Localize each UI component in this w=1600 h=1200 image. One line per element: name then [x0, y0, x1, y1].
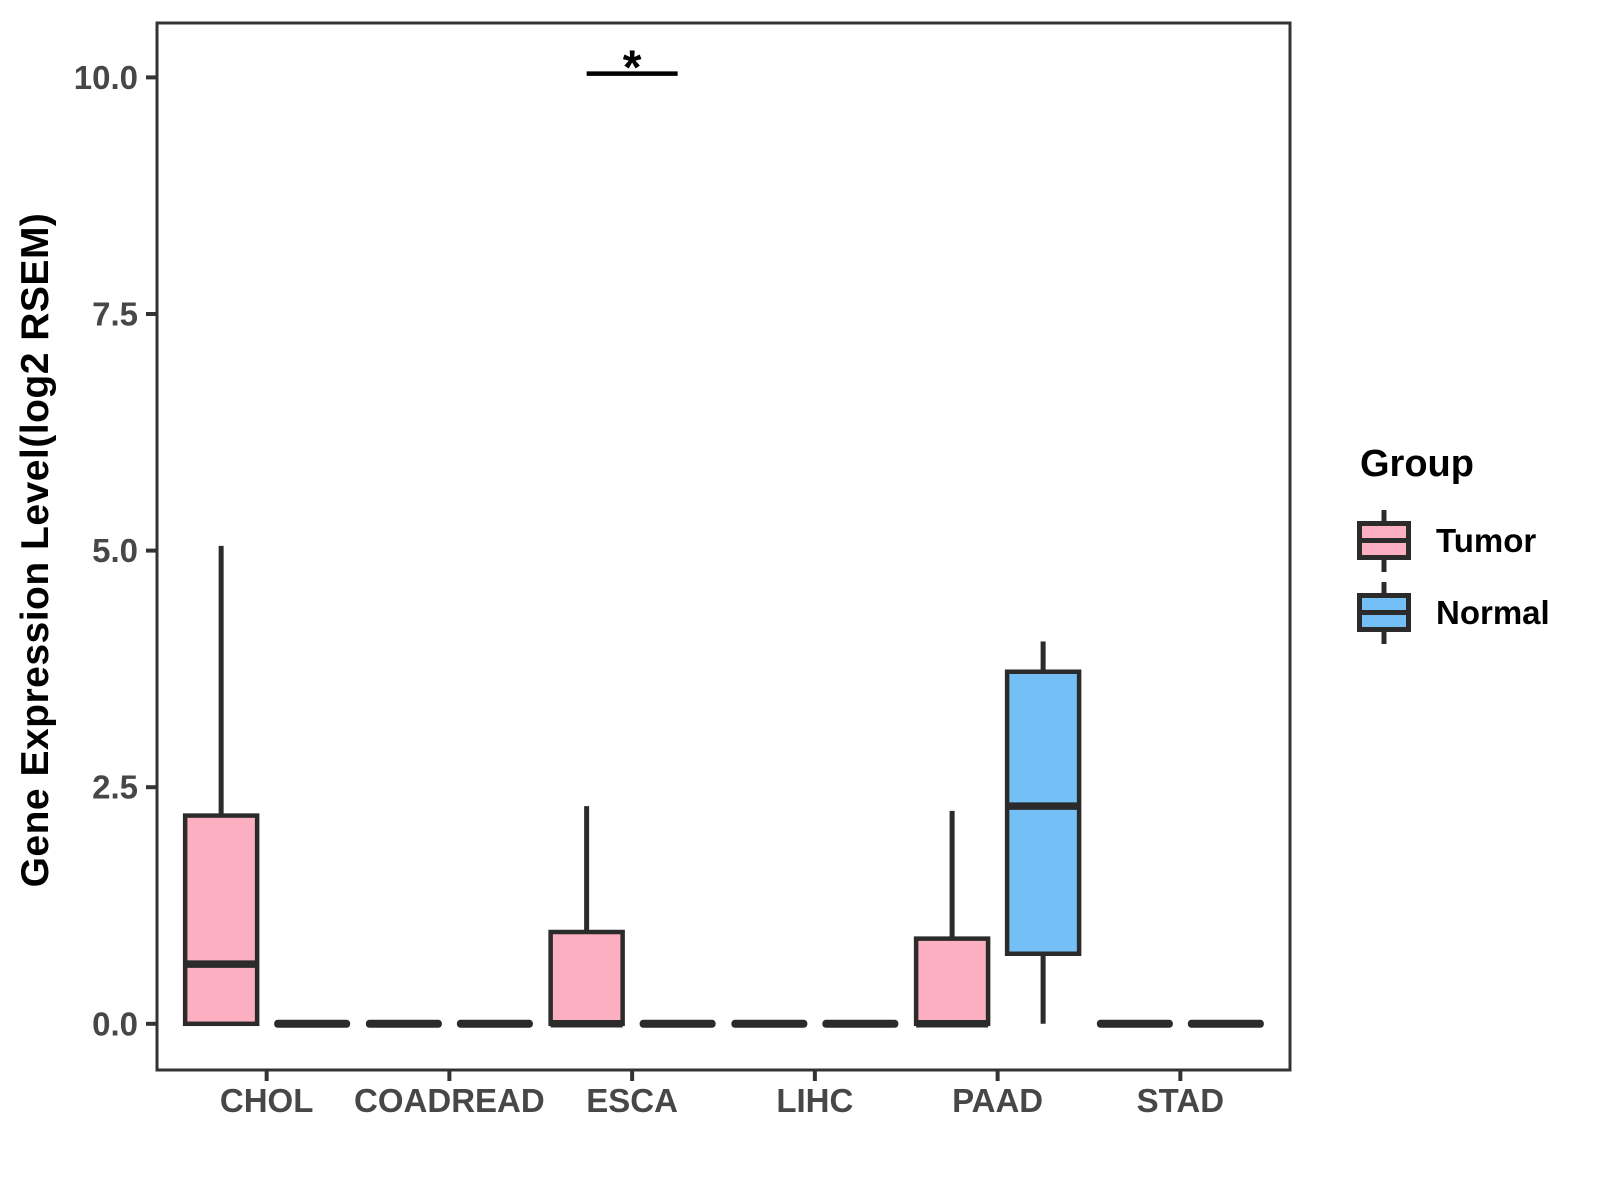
flat-box	[1096, 1019, 1173, 1028]
boxplot-COADREAD-Tumor	[365, 1019, 442, 1028]
significance-star: *	[623, 42, 642, 95]
y-tick-label: 10.0	[74, 59, 138, 96]
x-category-label: STAD	[1137, 1082, 1224, 1119]
x-category-label: COADREAD	[354, 1082, 545, 1119]
flat-box	[1187, 1019, 1264, 1028]
x-category-label: ESCA	[586, 1082, 678, 1119]
boxplot-PAAD-Tumor	[913, 810, 991, 1028]
legend: Group Tumor Normal	[1356, 443, 1550, 652]
y-tick-label: 5.0	[92, 532, 138, 569]
flat-box	[365, 1019, 442, 1028]
legend-label-tumor: Tumor	[1436, 522, 1537, 559]
flat-box	[822, 1019, 899, 1028]
x-category-label: CHOL	[220, 1082, 314, 1119]
flat-box	[639, 1019, 716, 1028]
y-tick-label: 7.5	[92, 296, 138, 333]
legend-item-tumor: Tumor	[1356, 508, 1550, 574]
boxplot-LIHC-Normal	[822, 1019, 899, 1028]
y-tick-label: 2.5	[92, 769, 138, 806]
flat-box	[274, 1019, 351, 1028]
boxplot-LIHC-Tumor	[731, 1019, 808, 1028]
y-axis-title: Gene Expression Level(log2 RSEM)	[14, 212, 57, 888]
x-category-label: PAAD	[952, 1082, 1043, 1119]
panel-border	[155, 21, 1292, 1072]
tumor-boxplot-swatch-icon	[1357, 510, 1411, 572]
y-tick-label: 0.0	[92, 1005, 138, 1042]
boxplot-STAD-Tumor	[1096, 1019, 1173, 1028]
legend-title: Group	[1360, 443, 1474, 485]
box-iqr	[913, 936, 991, 1027]
box-iqr	[182, 813, 260, 1027]
boxplot-ESCA-Normal	[639, 1019, 716, 1028]
boxplot-ESCA-Tumor	[548, 806, 625, 1028]
box-iqr	[548, 929, 625, 1027]
boxplot-CHOL-Tumor	[182, 545, 260, 1027]
legend-item-normal: Normal	[1356, 580, 1550, 646]
boxplot-PAAD-Normal	[1004, 641, 1082, 1024]
boxplot-STAD-Normal	[1187, 1019, 1264, 1028]
x-category-label: LIHC	[776, 1082, 853, 1119]
boxplot-CHOL-Normal	[274, 1019, 351, 1028]
legend-label-normal: Normal	[1436, 594, 1550, 631]
boxplot-COADREAD-Normal	[456, 1019, 533, 1028]
box-iqr	[1004, 669, 1082, 957]
normal-boxplot-swatch-icon	[1357, 582, 1411, 644]
flat-box	[731, 1019, 808, 1028]
flat-box	[456, 1019, 533, 1028]
